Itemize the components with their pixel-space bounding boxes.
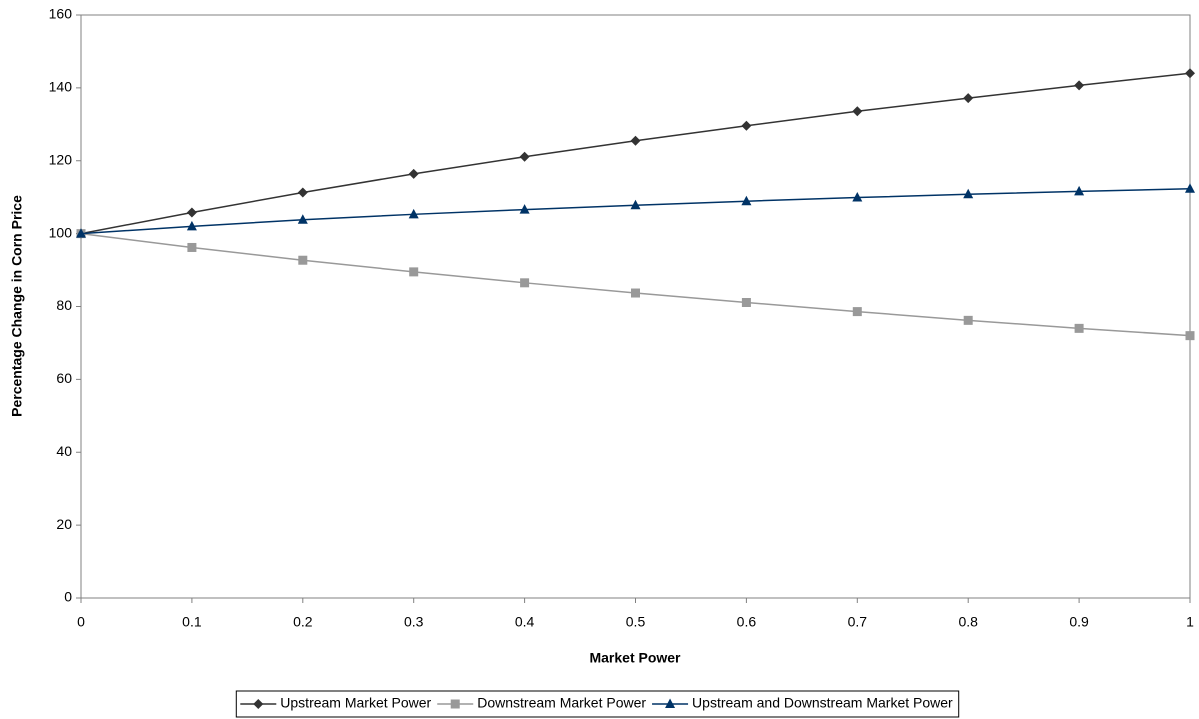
data-point <box>408 168 419 179</box>
data-point <box>76 228 86 238</box>
legend-label: Upstream Market Power <box>280 695 431 711</box>
data-point <box>741 195 752 206</box>
data-point <box>519 204 530 214</box>
x-tick-label: 0.2 <box>293 614 313 630</box>
data-point <box>409 267 419 277</box>
data-point <box>1074 185 1085 196</box>
x-tick-label: 0.5 <box>626 614 646 630</box>
x-axis-label: Market Power <box>589 650 681 666</box>
y-tick-label: 120 <box>49 151 73 167</box>
y-axis-label: Percentage Change in Corn Price <box>9 195 25 417</box>
x-tick-label: 0.4 <box>515 614 535 630</box>
x-tick-label: 0 <box>77 614 85 630</box>
data-point <box>963 315 973 325</box>
legend-box <box>235 690 960 718</box>
data-point <box>519 151 530 162</box>
y-tick-label: 20 <box>56 516 72 532</box>
data-point <box>963 93 974 104</box>
data-point <box>1074 80 1085 91</box>
data-point <box>1185 183 1195 193</box>
data-point <box>408 208 419 219</box>
data-point <box>741 120 752 131</box>
x-tick-label: 0.8 <box>958 614 978 630</box>
data-point <box>1074 323 1084 333</box>
x-tick-label: 1 <box>1186 614 1194 630</box>
y-tick-label: 160 <box>49 6 73 22</box>
data-point <box>852 106 863 117</box>
y-tick-label: 60 <box>56 370 72 386</box>
x-tick-label: 0.7 <box>848 614 868 630</box>
legend-marker <box>253 699 264 709</box>
x-tick-label: 0.1 <box>182 614 202 630</box>
data-point <box>963 188 974 199</box>
y-tick-label: 40 <box>56 443 72 459</box>
x-tick-label: 0.9 <box>1069 614 1089 630</box>
x-tick-label: 0.3 <box>404 614 424 630</box>
data-point <box>520 278 530 288</box>
legend-item: Upstream and Downstream Market Power <box>652 695 953 711</box>
data-point <box>298 255 308 265</box>
data-point <box>187 242 197 252</box>
legend: Upstream Market Power Downstream Market P… <box>235 690 960 718</box>
legend-label: Downstream Market Power <box>477 695 646 711</box>
data-point <box>741 297 751 307</box>
data-point <box>1185 331 1195 341</box>
data-point <box>1185 68 1195 79</box>
x-tick-label: 0.6 <box>737 614 757 630</box>
data-point <box>186 220 197 231</box>
y-tick-label: 100 <box>49 224 73 240</box>
data-point <box>631 288 640 298</box>
plot-area <box>80 14 1191 599</box>
y-tick-label: 140 <box>49 79 73 95</box>
legend-marker <box>450 699 460 709</box>
legend-item: Downstream Market Power <box>437 695 646 711</box>
data-point <box>852 192 863 202</box>
legend-marker <box>665 698 676 708</box>
data-point <box>852 307 862 317</box>
legend-label: Upstream and Downstream Market Power <box>692 695 953 711</box>
y-tick-label: 0 <box>64 589 72 605</box>
data-point <box>630 135 641 146</box>
legend-item: Upstream Market Power <box>240 695 432 711</box>
y-tick-label: 80 <box>56 297 72 313</box>
data-point <box>630 199 641 210</box>
data-point <box>186 207 197 218</box>
data-point <box>297 187 308 198</box>
data-point <box>297 214 308 224</box>
